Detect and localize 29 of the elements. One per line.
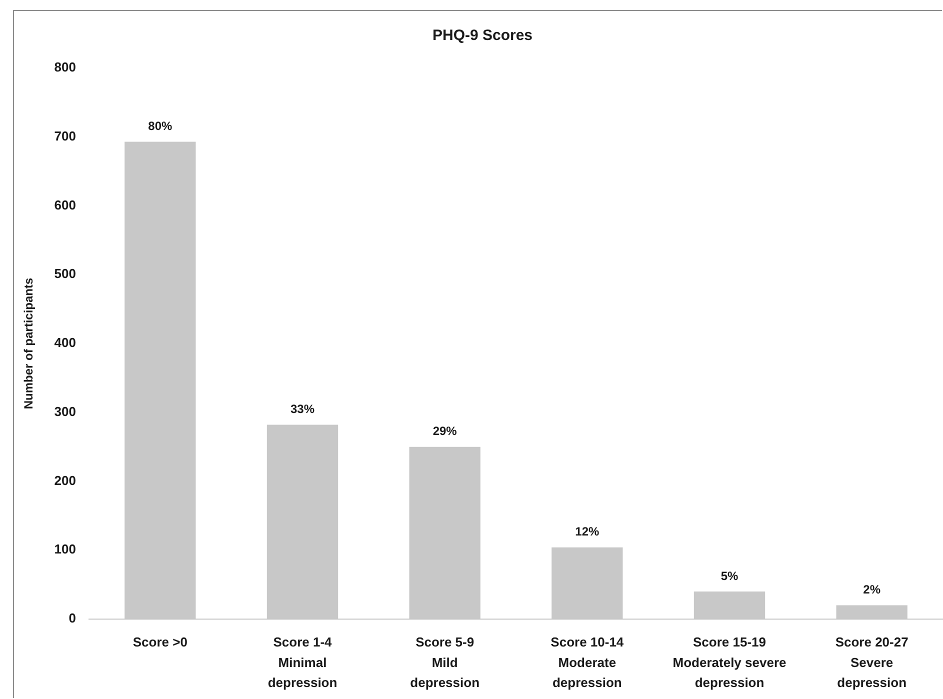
x-tick-label: Score 15-19 Moderately severe depression — [672, 634, 786, 690]
annotation: 29% — [432, 424, 458, 438]
y-tick-label: 700 — [54, 128, 76, 144]
y-tick-label: 400 — [54, 335, 76, 350]
bar — [694, 591, 766, 619]
x-tick-label: Score >0 — [132, 634, 188, 650]
y-tick-label: 800 — [54, 60, 76, 75]
bar — [266, 424, 338, 619]
y-tick-label: 500 — [54, 266, 76, 282]
x-tick-label: Score 20-27 Severe depression — [835, 634, 908, 690]
bar — [124, 142, 196, 619]
annotation: 5% — [720, 568, 738, 583]
bar — [552, 547, 623, 619]
x-tick-label: Score 5-9 Mild depression — [410, 634, 480, 690]
annotation: 12% — [575, 524, 600, 539]
y-axis-title: Number of participants — [22, 278, 36, 410]
bar — [409, 446, 480, 619]
y-tick-label: 0 — [68, 610, 76, 626]
x-tick-label: Score 1-4 Minimal depression — [268, 634, 338, 690]
annotation: 33% — [290, 402, 315, 416]
y-tick-label: 100 — [54, 542, 76, 557]
bar — [836, 605, 908, 619]
x-tick-label: Score 10-14 Moderate depression — [550, 634, 624, 690]
y-tick-label: 600 — [54, 197, 76, 212]
y-tick-label: 300 — [54, 404, 76, 419]
y-tick-label: 200 — [54, 472, 76, 488]
annotation: 2% — [863, 582, 881, 597]
chart-title: PHQ-9 Scores — [432, 27, 533, 44]
annotation: 80% — [148, 119, 172, 134]
